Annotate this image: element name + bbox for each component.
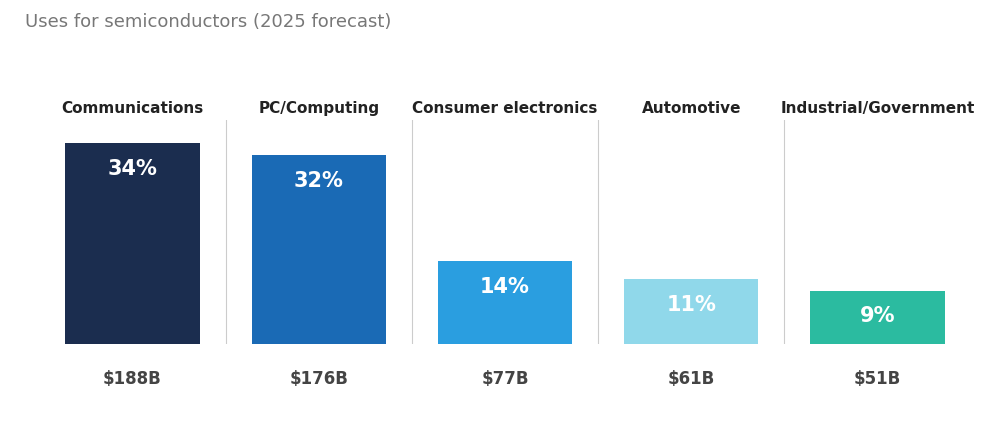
Bar <box>252 156 386 344</box>
Text: Uses for semiconductors (2025 forecast): Uses for semiconductors (2025 forecast) <box>25 13 391 31</box>
Text: $51B: $51B <box>854 369 901 387</box>
Bar <box>65 144 200 344</box>
Text: 32%: 32% <box>294 170 344 190</box>
Text: 34%: 34% <box>108 159 157 178</box>
Bar <box>438 261 572 344</box>
Text: 14%: 14% <box>480 276 530 296</box>
Text: $176B: $176B <box>289 369 348 387</box>
Bar <box>624 279 758 344</box>
Text: Consumer electronics: Consumer electronics <box>412 101 598 116</box>
Text: Industrial/Government: Industrial/Government <box>780 101 975 116</box>
Text: PC/Computing: PC/Computing <box>258 101 379 116</box>
Text: $61B: $61B <box>668 369 715 387</box>
Text: 11%: 11% <box>666 294 716 314</box>
Text: Communications: Communications <box>61 101 204 116</box>
Text: 9%: 9% <box>860 306 895 326</box>
Text: Automotive: Automotive <box>642 101 741 116</box>
Text: $77B: $77B <box>481 369 529 387</box>
Bar <box>810 291 945 344</box>
Text: $188B: $188B <box>103 369 162 387</box>
